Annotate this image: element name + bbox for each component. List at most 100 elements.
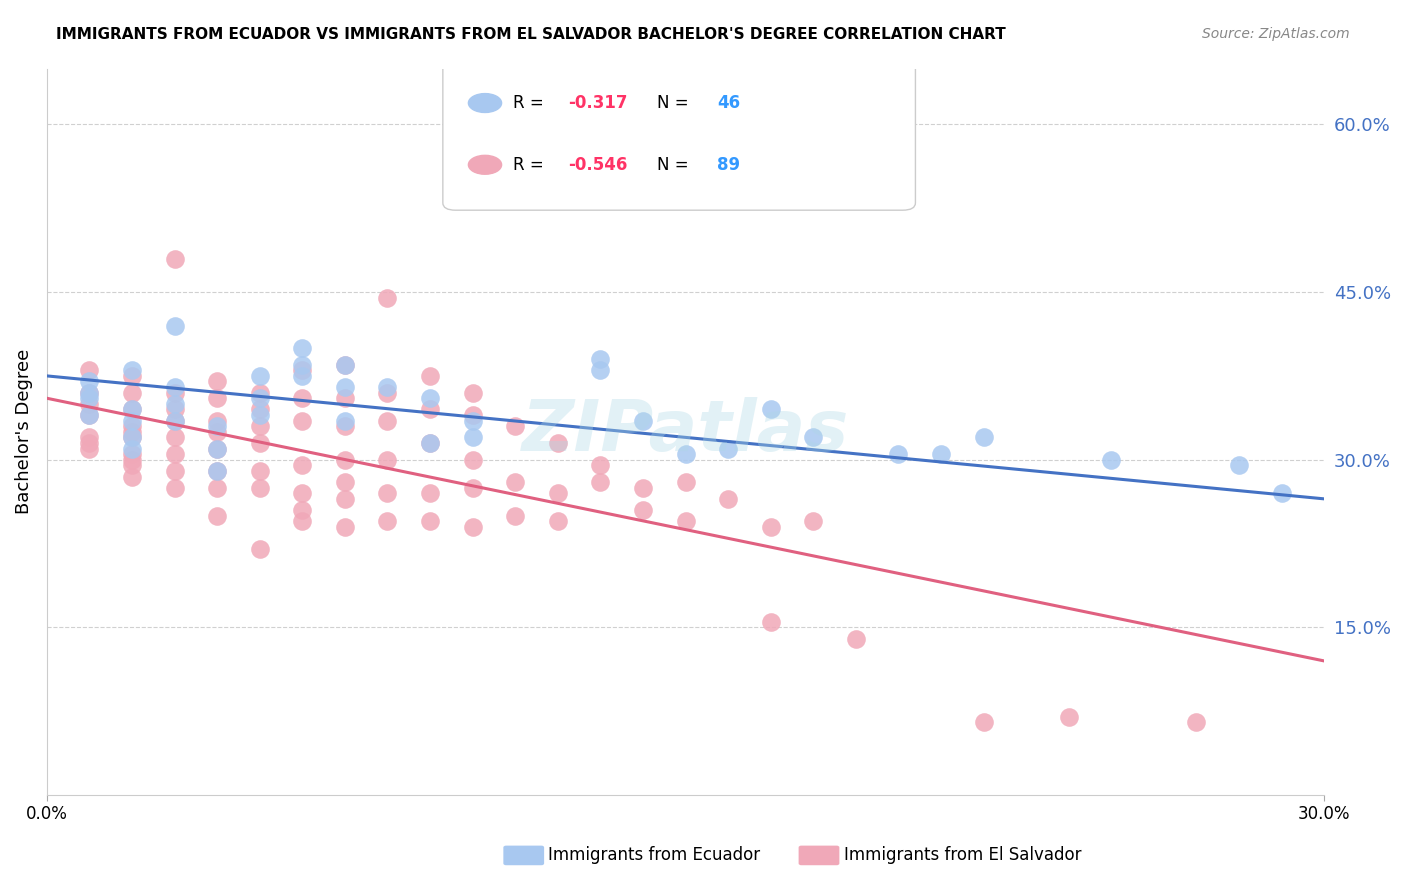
Text: R =: R = xyxy=(513,156,550,174)
Point xyxy=(205,464,228,478)
Point xyxy=(973,715,995,730)
Point xyxy=(333,520,356,534)
Point xyxy=(291,503,314,517)
Point xyxy=(759,520,782,534)
Point xyxy=(547,514,569,528)
Text: Immigrants from Ecuador: Immigrants from Ecuador xyxy=(548,847,761,864)
Point xyxy=(121,425,143,439)
Text: ZIPatlas: ZIPatlas xyxy=(522,397,849,467)
Point xyxy=(249,391,271,405)
Point xyxy=(503,508,526,523)
Point xyxy=(121,430,143,444)
Point xyxy=(419,402,441,417)
Point xyxy=(163,402,186,417)
Point xyxy=(887,447,910,461)
Point xyxy=(291,458,314,473)
Text: N =: N = xyxy=(658,94,695,112)
Point xyxy=(121,469,143,483)
Point xyxy=(249,368,271,383)
Point xyxy=(121,447,143,461)
Point xyxy=(333,380,356,394)
Point xyxy=(249,402,271,417)
Point xyxy=(589,475,612,489)
Point xyxy=(547,156,569,170)
Point xyxy=(249,385,271,400)
Point xyxy=(121,419,143,434)
Point xyxy=(205,481,228,495)
Point xyxy=(1099,452,1122,467)
Point xyxy=(205,414,228,428)
Point xyxy=(205,375,228,389)
Point xyxy=(163,414,186,428)
Point xyxy=(163,447,186,461)
Point xyxy=(547,436,569,450)
Point xyxy=(675,475,697,489)
Point xyxy=(79,391,101,405)
Point xyxy=(377,514,399,528)
Point xyxy=(333,414,356,428)
Y-axis label: Bachelor's Degree: Bachelor's Degree xyxy=(15,349,32,515)
Point xyxy=(675,447,697,461)
Point xyxy=(205,508,228,523)
Point xyxy=(163,464,186,478)
Point xyxy=(79,375,101,389)
Point xyxy=(121,452,143,467)
Point xyxy=(79,430,101,444)
Point xyxy=(163,385,186,400)
Text: R =: R = xyxy=(513,94,550,112)
Point xyxy=(759,615,782,629)
Point xyxy=(291,391,314,405)
Point xyxy=(121,442,143,456)
Point xyxy=(333,491,356,506)
Point xyxy=(461,481,484,495)
Point xyxy=(79,408,101,422)
Point xyxy=(205,391,228,405)
Point xyxy=(377,385,399,400)
Point xyxy=(333,358,356,372)
Point xyxy=(291,414,314,428)
Point xyxy=(461,452,484,467)
Point xyxy=(79,363,101,377)
Point xyxy=(377,380,399,394)
Point xyxy=(79,408,101,422)
Point xyxy=(801,514,824,528)
Point xyxy=(79,442,101,456)
Point xyxy=(419,486,441,500)
Point xyxy=(79,385,101,400)
Point xyxy=(333,475,356,489)
Point xyxy=(121,402,143,417)
Point xyxy=(419,436,441,450)
Point xyxy=(121,402,143,417)
Text: Immigrants from El Salvador: Immigrants from El Salvador xyxy=(844,847,1081,864)
Point xyxy=(461,408,484,422)
Point xyxy=(121,414,143,428)
Point xyxy=(121,385,143,400)
Point xyxy=(377,452,399,467)
Point xyxy=(163,481,186,495)
Point xyxy=(291,486,314,500)
Point xyxy=(547,486,569,500)
Point xyxy=(631,503,654,517)
Point xyxy=(163,414,186,428)
Text: Source: ZipAtlas.com: Source: ZipAtlas.com xyxy=(1202,27,1350,41)
Point xyxy=(419,368,441,383)
Point xyxy=(631,481,654,495)
Point xyxy=(79,385,101,400)
Point xyxy=(1227,458,1250,473)
Point xyxy=(79,397,101,411)
Point xyxy=(631,414,654,428)
Point xyxy=(291,514,314,528)
Point xyxy=(205,464,228,478)
Point xyxy=(1271,486,1294,500)
Circle shape xyxy=(468,155,502,174)
Point xyxy=(461,430,484,444)
Point xyxy=(163,318,186,333)
Point xyxy=(845,632,868,646)
Text: -0.546: -0.546 xyxy=(568,156,627,174)
Point xyxy=(1057,710,1080,724)
Point xyxy=(205,442,228,456)
Point xyxy=(249,542,271,557)
Point xyxy=(121,458,143,473)
Point xyxy=(717,491,740,506)
Point xyxy=(163,252,186,266)
